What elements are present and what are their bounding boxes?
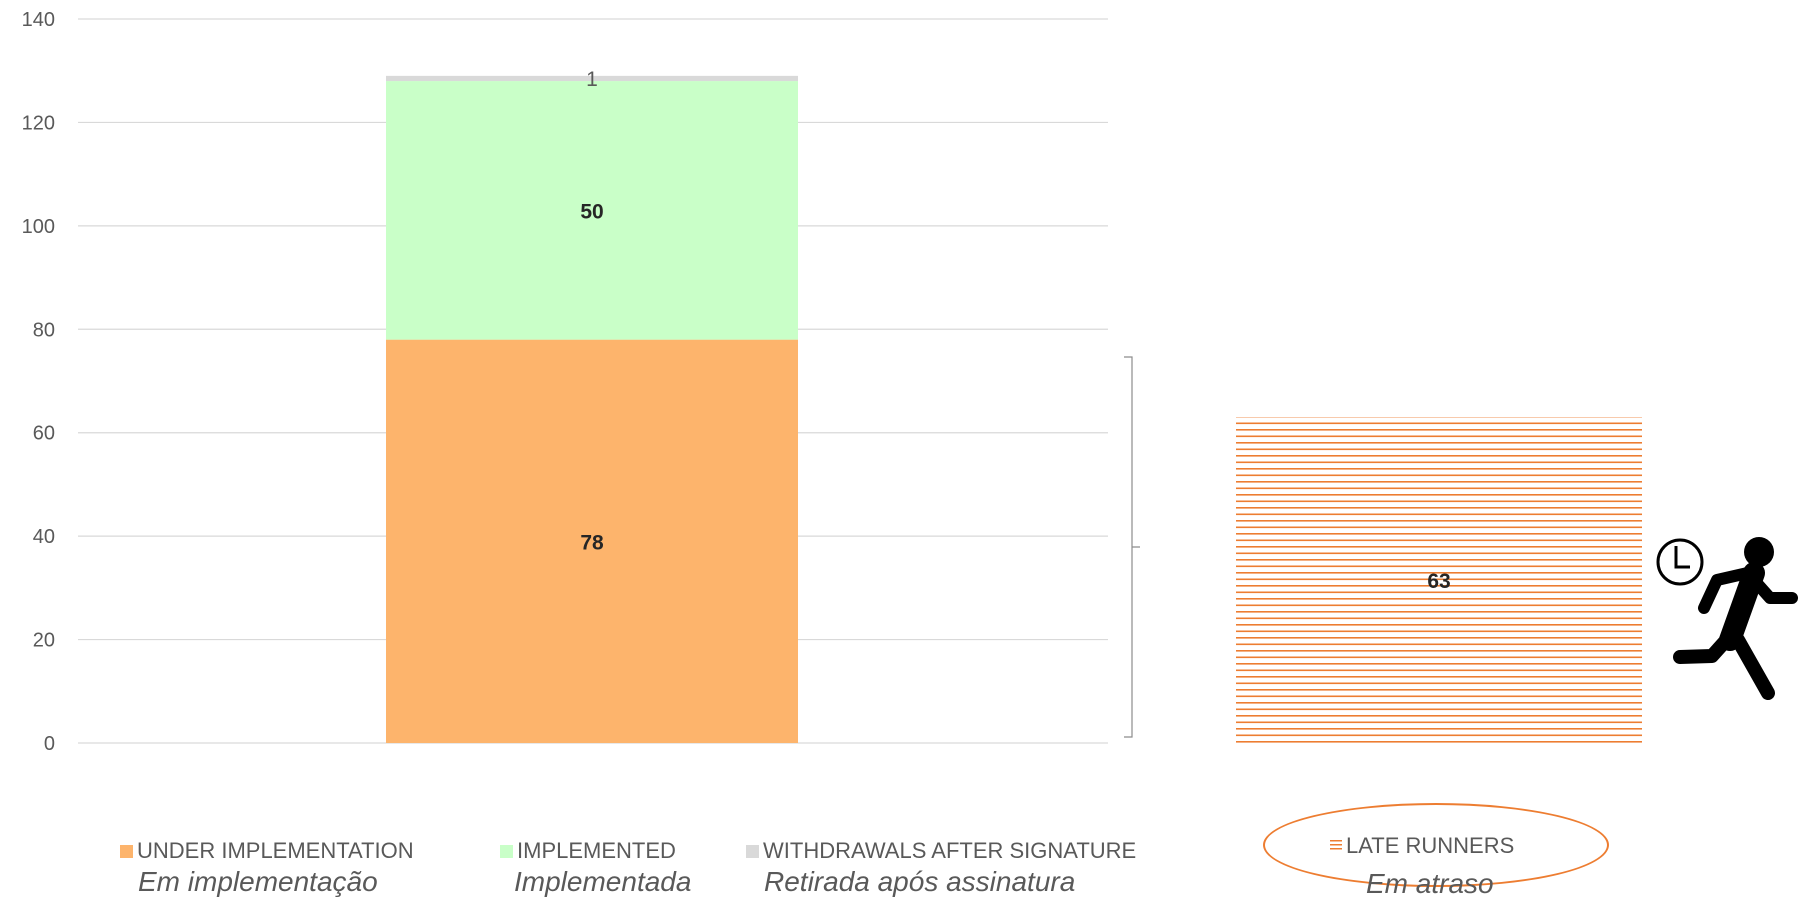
data-label: 63	[1427, 570, 1450, 593]
data-labels: 78 50 1 63	[580, 68, 1450, 593]
legend-label: LATE RUNNERS	[1346, 833, 1515, 858]
y-tick-label: 40	[33, 526, 55, 548]
legend-subtitle: Retirada após assinatura	[764, 866, 1076, 897]
legend-implemented: IMPLEMENTED Implementada	[500, 838, 691, 898]
bar-late-runners	[1236, 417, 1642, 743]
data-label: 78	[580, 531, 604, 554]
late-runners-swatch	[1330, 840, 1342, 852]
legend-subtitle: Em atraso	[1366, 868, 1494, 899]
data-label: 1	[586, 68, 598, 91]
late-runners-oval	[1263, 803, 1609, 887]
implemented-swatch	[500, 844, 513, 858]
y-tick-label: 20	[33, 630, 55, 652]
bracket	[1124, 356, 1140, 738]
y-axis-ticks: 0 20 40 60 80 100 120 140	[22, 9, 55, 755]
bar-implemented	[386, 81, 798, 340]
bars	[386, 75, 1642, 743]
running-person-icon	[1673, 537, 1798, 700]
data-label: 50	[580, 200, 603, 223]
under-implementation-swatch	[120, 844, 133, 858]
legend-withdrawals: WITHDRAWALS AFTER SIGNATURE Retirada apó…	[746, 838, 1136, 898]
bar-withdrawals	[386, 75, 798, 82]
legend-under-implementation: UNDER IMPLEMENTATION Em implementação	[120, 838, 414, 898]
y-tick-label: 140	[22, 9, 55, 31]
legend-label: IMPLEMENTED	[517, 838, 676, 863]
y-tick-label: 100	[22, 216, 55, 238]
y-tick-label: 0	[44, 733, 55, 755]
legend-late-runners: LATE RUNNERS	[1330, 833, 1514, 859]
legend-subtitle: Em implementação	[138, 866, 378, 897]
legend-subtitle: Implementada	[514, 866, 692, 897]
y-tick-label: 120	[22, 112, 55, 134]
clock-icon	[1656, 538, 1704, 586]
legend-label: WITHDRAWALS AFTER SIGNATURE	[763, 838, 1137, 863]
y-tick-label: 80	[33, 319, 55, 341]
legend-late-runners-subtitle-box: Em atraso	[1366, 866, 1494, 900]
y-tick-label: 60	[33, 423, 55, 445]
bar-under-implementation	[386, 339, 798, 743]
legend-label: UNDER IMPLEMENTATION	[137, 838, 414, 863]
withdrawals-swatch	[746, 844, 759, 858]
